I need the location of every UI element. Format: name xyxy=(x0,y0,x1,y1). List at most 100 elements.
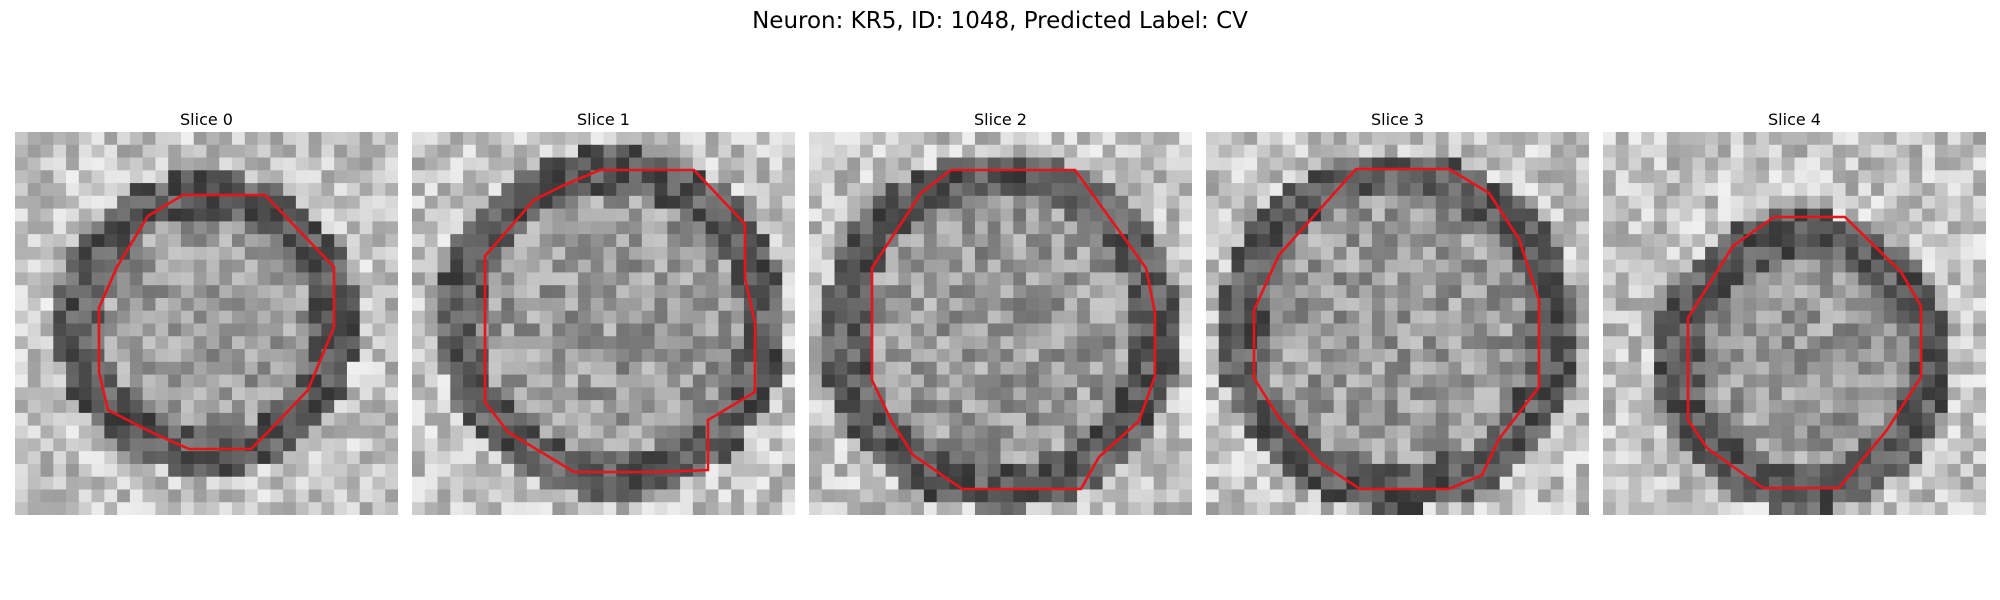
pixel xyxy=(412,400,426,414)
pixel xyxy=(629,208,643,222)
pixel xyxy=(949,489,963,503)
pixel xyxy=(193,170,207,184)
pixel xyxy=(641,297,656,312)
pixel xyxy=(1628,157,1642,171)
pixel xyxy=(78,451,93,465)
pixel xyxy=(885,208,899,222)
pixel xyxy=(962,259,976,273)
pixel xyxy=(667,336,681,350)
pixel xyxy=(117,221,131,235)
pixel xyxy=(437,246,451,261)
pixel xyxy=(680,297,694,312)
pixel xyxy=(1525,425,1539,439)
pixel xyxy=(552,374,566,388)
pixel xyxy=(1858,336,1872,350)
pixel xyxy=(412,246,426,261)
pixel xyxy=(1231,387,1245,401)
pixel xyxy=(359,425,373,439)
pixel xyxy=(78,310,93,324)
pixel xyxy=(321,170,335,184)
pixel xyxy=(1550,157,1564,171)
pixel xyxy=(1820,183,1834,197)
pixel xyxy=(385,297,398,312)
pixel xyxy=(501,310,515,324)
pixel xyxy=(475,489,490,503)
pixel xyxy=(206,323,220,337)
pixel xyxy=(1474,361,1488,376)
pixel xyxy=(53,246,67,261)
pixel xyxy=(1320,208,1335,222)
pixel xyxy=(1026,412,1040,427)
pixel xyxy=(847,476,861,490)
pixel xyxy=(308,132,322,146)
pixel xyxy=(1115,170,1129,184)
pixel xyxy=(66,502,80,515)
pixel xyxy=(769,272,783,286)
pixel xyxy=(372,272,386,286)
pixel xyxy=(1384,170,1398,184)
pixel xyxy=(15,387,29,401)
pixel xyxy=(1550,323,1564,337)
pixel xyxy=(1128,400,1142,414)
pixel xyxy=(1641,425,1655,439)
pixel xyxy=(1717,246,1732,261)
pixel xyxy=(1550,412,1564,427)
pixel xyxy=(1115,361,1129,376)
pixel xyxy=(283,361,297,376)
pixel xyxy=(180,183,195,197)
pixel xyxy=(1858,361,1872,376)
pixel xyxy=(27,476,42,490)
pixel xyxy=(1257,157,1271,171)
pixel xyxy=(91,285,105,299)
pixel xyxy=(885,476,899,490)
pixel xyxy=(1730,336,1744,350)
pixel xyxy=(142,195,156,210)
pixel xyxy=(450,438,464,452)
pixel xyxy=(1231,221,1245,235)
pixel xyxy=(53,170,67,184)
pixel xyxy=(1666,183,1681,197)
pixel xyxy=(1768,297,1783,312)
pixel xyxy=(718,451,732,465)
pixel xyxy=(667,400,681,414)
pixel xyxy=(577,234,592,248)
pixel xyxy=(1705,246,1719,261)
pixel xyxy=(1537,361,1552,376)
pixel xyxy=(641,221,656,235)
pixel xyxy=(372,400,386,414)
pixel xyxy=(667,132,681,146)
pixel xyxy=(1845,170,1859,184)
pixel xyxy=(1359,195,1373,210)
pixel xyxy=(283,132,297,146)
pixel xyxy=(1883,272,1898,286)
pixel xyxy=(1550,463,1564,478)
pixel xyxy=(962,310,976,324)
pixel xyxy=(552,323,566,337)
pixel xyxy=(1537,221,1552,235)
pixel xyxy=(885,310,899,324)
pixel xyxy=(782,208,795,222)
pixel xyxy=(206,234,220,248)
pixel xyxy=(872,349,887,363)
pixel xyxy=(117,272,131,286)
pixel xyxy=(1102,183,1116,197)
pixel xyxy=(1410,438,1424,452)
pixel xyxy=(1679,438,1693,452)
pixel xyxy=(1115,349,1129,363)
pixel xyxy=(1781,234,1795,248)
pixel xyxy=(1499,476,1513,490)
pixel xyxy=(1359,349,1373,363)
pixel xyxy=(1512,195,1526,210)
pixel xyxy=(552,361,566,376)
pixel xyxy=(295,183,310,197)
pixel xyxy=(1206,438,1220,452)
pixel xyxy=(1525,400,1539,414)
pixel xyxy=(257,451,271,465)
pixel xyxy=(1333,259,1347,273)
pixel xyxy=(1371,387,1386,401)
pixel xyxy=(936,259,950,273)
pixel xyxy=(1077,297,1091,312)
pixel xyxy=(283,221,297,235)
pixel xyxy=(488,195,502,210)
pixel xyxy=(104,234,118,248)
